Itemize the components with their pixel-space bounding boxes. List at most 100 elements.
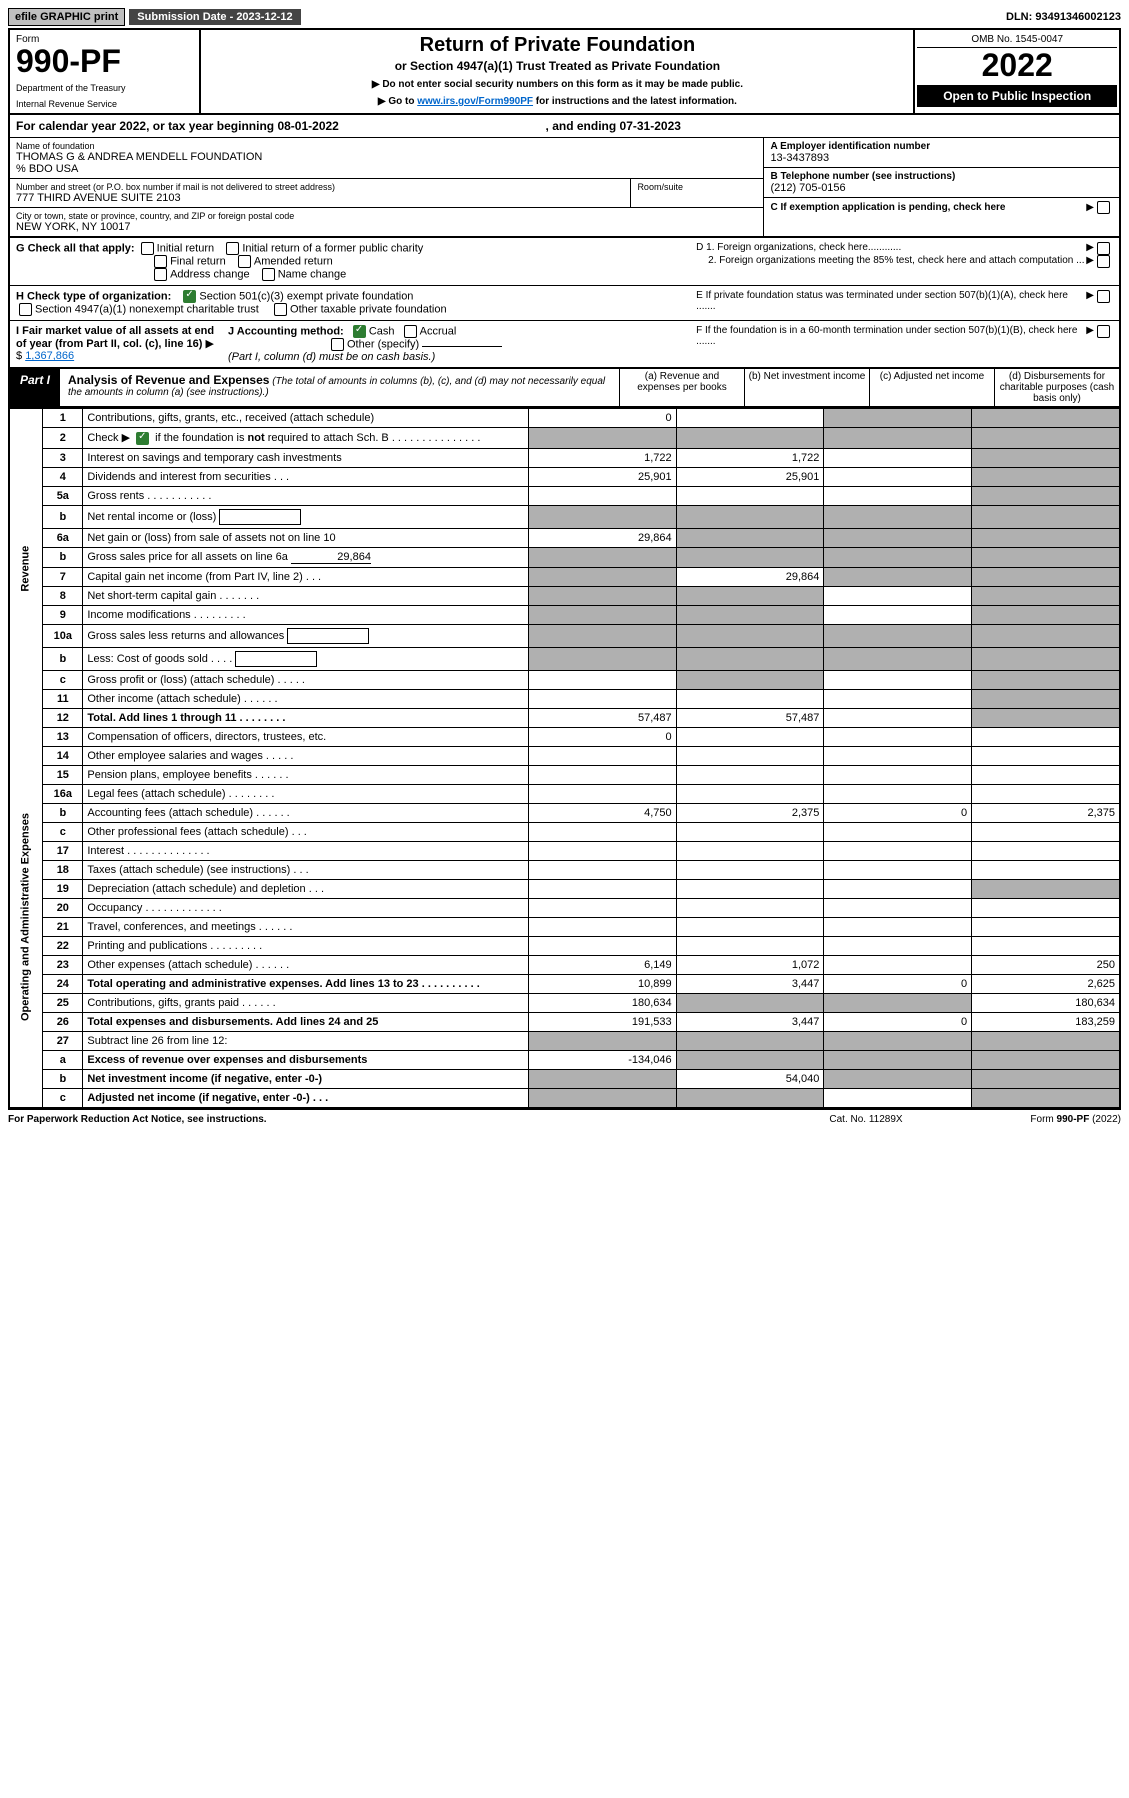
ein-cell: A Employer identification number 13-3437…: [764, 138, 1119, 168]
addr-label: Number and street (or P.O. box number if…: [16, 182, 624, 192]
line-desc: Gross sales price for all assets on line…: [83, 547, 529, 567]
e-checkbox[interactable]: [1097, 290, 1110, 303]
h-other-checkbox[interactable]: [274, 303, 287, 316]
table-row: 2Check ▶ if the foundation is not requir…: [9, 428, 1120, 449]
val-cell-c: [824, 708, 972, 727]
val-cell-c: [824, 917, 972, 936]
val-cell-d: [972, 841, 1120, 860]
val-cell-c: [824, 505, 972, 528]
val-cell-b: 2,375: [676, 803, 824, 822]
g-initial-former-checkbox[interactable]: [226, 242, 239, 255]
val-cell-d: [972, 505, 1120, 528]
addr-val: 777 THIRD AVENUE SUITE 2103: [16, 192, 624, 204]
val-cell-d: [972, 1088, 1120, 1107]
val-cell-d: [972, 1050, 1120, 1069]
val-cell-d: [972, 746, 1120, 765]
h-4947-checkbox[interactable]: [19, 303, 32, 316]
g-amended-checkbox[interactable]: [238, 255, 251, 268]
val-cell-d: [972, 784, 1120, 803]
val-cell-c: [824, 1050, 972, 1069]
form-link[interactable]: www.irs.gov/Form990PF: [417, 96, 533, 107]
line-num: b: [43, 1069, 83, 1088]
d2-checkbox[interactable]: [1097, 255, 1110, 268]
val-cell-c: [824, 586, 972, 605]
val-cell-d: [972, 917, 1120, 936]
val-cell-b: 1,072: [676, 955, 824, 974]
line-desc: Net gain or (loss) from sale of assets n…: [83, 528, 529, 547]
name-label: Name of foundation: [16, 141, 757, 151]
val-cell-c: [824, 993, 972, 1012]
col-a-header: (a) Revenue and expenses per books: [619, 369, 744, 406]
val-cell-a: [528, 765, 676, 784]
h-501c3-checkbox[interactable]: [183, 290, 196, 303]
g-initial-checkbox[interactable]: [141, 242, 154, 255]
val-cell-b: [676, 993, 824, 1012]
line-desc: Pension plans, employee benefits . . . .…: [83, 765, 529, 784]
val-cell-d: [972, 605, 1120, 624]
d-section: D 1. Foreign organizations, check here..…: [688, 242, 1113, 281]
ij-row: I Fair market value of all assets at end…: [8, 321, 1121, 369]
g-name-checkbox[interactable]: [262, 268, 275, 281]
val-cell-b: 57,487: [676, 708, 824, 727]
val-cell-b: [676, 1088, 824, 1107]
c-checkbox[interactable]: [1097, 201, 1110, 214]
line-desc: Gross sales less returns and allowances: [83, 624, 529, 647]
table-row: 18Taxes (attach schedule) (see instructi…: [9, 860, 1120, 879]
g-opt-3: Amended return: [254, 255, 333, 267]
j-cash-checkbox[interactable]: [353, 325, 366, 338]
val-cell-a: [528, 605, 676, 624]
val-cell-c: [824, 784, 972, 803]
j-accrual-checkbox[interactable]: [404, 325, 417, 338]
val-cell-a: [528, 746, 676, 765]
val-cell-a: [528, 428, 676, 449]
line-num: 11: [43, 689, 83, 708]
line-desc: Total expenses and disbursements. Add li…: [83, 1012, 529, 1031]
val-cell-a: [528, 486, 676, 505]
val-cell-a: [528, 689, 676, 708]
val-cell-a: [528, 822, 676, 841]
table-row: 11Other income (attach schedule) . . . .…: [9, 689, 1120, 708]
val-cell-d: 180,634: [972, 993, 1120, 1012]
line2-checkbox[interactable]: [136, 432, 149, 445]
table-row: cAdjusted net income (if negative, enter…: [9, 1088, 1120, 1107]
table-row: 8Net short-term capital gain . . . . . .…: [9, 586, 1120, 605]
d1-checkbox[interactable]: [1097, 242, 1110, 255]
efile-print-button[interactable]: efile GRAPHIC print: [8, 8, 125, 26]
val-cell-a: [528, 586, 676, 605]
val-cell-c: 0: [824, 803, 972, 822]
val-cell-d: [972, 624, 1120, 647]
g-final-checkbox[interactable]: [154, 255, 167, 268]
g-opt-1: Initial return of a former public charit…: [242, 242, 423, 254]
val-cell-b: [676, 605, 824, 624]
val-cell-a: [528, 670, 676, 689]
line-num: a: [43, 1050, 83, 1069]
f-checkbox[interactable]: [1097, 325, 1110, 338]
line-desc: Other professional fees (attach schedule…: [83, 822, 529, 841]
line-desc: Income modifications . . . . . . . . .: [83, 605, 529, 624]
val-cell-b: [676, 765, 824, 784]
line-num: 27: [43, 1031, 83, 1050]
j-other-checkbox[interactable]: [331, 338, 344, 351]
line-num: c: [43, 1088, 83, 1107]
line-desc: Travel, conferences, and meetings . . . …: [83, 917, 529, 936]
val-cell-b: [676, 547, 824, 567]
val-cell-b: 3,447: [676, 974, 824, 993]
g-address-checkbox[interactable]: [154, 268, 167, 281]
val-cell-a: [528, 879, 676, 898]
part1-title-cell: Analysis of Revenue and Expenses (The to…: [60, 369, 619, 406]
table-row: 6aNet gain or (loss) from sale of assets…: [9, 528, 1120, 547]
val-cell-c: [824, 1088, 972, 1107]
line-desc: Adjusted net income (if negative, enter …: [83, 1088, 529, 1107]
table-row: 25Contributions, gifts, grants paid . . …: [9, 993, 1120, 1012]
val-cell-b: [676, 528, 824, 547]
addr-row: Number and street (or P.O. box number if…: [10, 179, 763, 208]
line-num: 7: [43, 567, 83, 586]
val-cell-b: 29,864: [676, 567, 824, 586]
val-cell-a: [528, 647, 676, 670]
val-cell-b: [676, 879, 824, 898]
val-cell-c: [824, 448, 972, 467]
table-row: 20Occupancy . . . . . . . . . . . . .: [9, 898, 1120, 917]
g-opt-2: Final return: [170, 255, 226, 267]
footer-row: For Paperwork Reduction Act Notice, see …: [8, 1108, 1121, 1125]
val-cell-c: [824, 841, 972, 860]
